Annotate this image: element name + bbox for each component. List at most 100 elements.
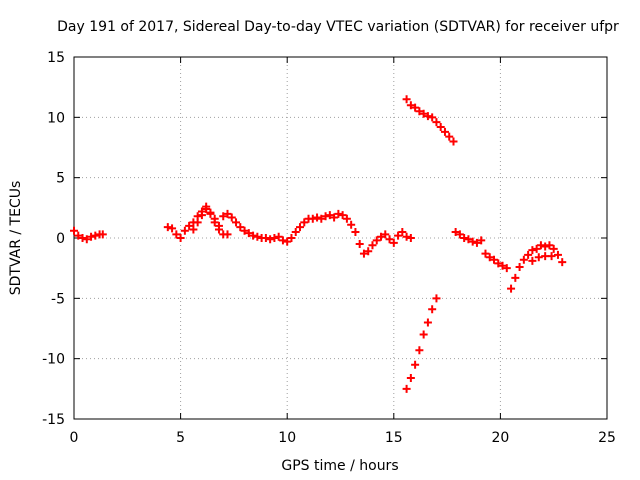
data-point	[455, 230, 464, 239]
data-point	[524, 250, 533, 259]
data-point	[449, 137, 458, 146]
data-point	[494, 259, 503, 268]
data-point	[334, 209, 343, 218]
x-tick-labels: 0 5 10 15 20 25	[70, 430, 616, 446]
data-point	[313, 213, 322, 222]
data-point	[428, 305, 437, 314]
y-axis-label: SDTVAR / TECUs	[8, 181, 24, 296]
data-point	[485, 253, 494, 262]
y-tick-label: -10	[42, 352, 65, 368]
data-point	[338, 211, 347, 220]
data-point	[219, 212, 228, 221]
data-point	[189, 225, 198, 234]
data-point	[342, 214, 351, 223]
data-point	[283, 237, 292, 246]
y-tick-label: -15	[42, 412, 65, 428]
data-point	[321, 212, 330, 221]
data-point	[317, 214, 326, 223]
data-point	[428, 113, 437, 122]
data-point	[300, 218, 309, 227]
data-point	[163, 223, 172, 232]
data-point	[70, 226, 78, 235]
data-point	[460, 234, 469, 242]
data-point	[423, 318, 432, 327]
data-point	[406, 234, 415, 242]
data-point	[287, 234, 296, 242]
data-point	[232, 218, 241, 227]
data-point	[227, 213, 236, 222]
data-point	[168, 224, 177, 233]
chart-title: Day 191 of 2017, Sidereal Day-to-day VTE…	[57, 19, 619, 35]
data-point	[368, 241, 377, 250]
data-points	[70, 95, 567, 393]
data-point	[402, 384, 411, 393]
data-point	[202, 205, 211, 214]
data-point	[451, 227, 460, 236]
data-point	[82, 235, 91, 244]
data-point	[507, 284, 516, 293]
data-point	[74, 231, 83, 240]
data-point	[541, 242, 550, 251]
data-point	[176, 234, 185, 242]
y-tick-labels: -15 -10 -5 0 5 10 15	[42, 50, 65, 428]
data-point	[411, 103, 420, 112]
data-point	[411, 360, 420, 369]
data-point	[330, 213, 339, 222]
data-point	[206, 208, 215, 217]
data-point	[481, 249, 490, 258]
data-point	[502, 264, 511, 273]
x-tick-label: 20	[491, 430, 509, 446]
data-point	[359, 249, 368, 258]
data-point	[432, 294, 441, 303]
y-tick-label: 0	[56, 231, 65, 247]
data-point	[415, 107, 424, 116]
y-tick-label: 5	[56, 171, 65, 187]
data-point	[490, 255, 499, 264]
data-point	[402, 232, 411, 241]
data-point	[193, 218, 202, 227]
data-point	[308, 214, 317, 223]
data-point	[295, 223, 304, 232]
data-point	[511, 273, 520, 282]
data-point	[445, 132, 454, 141]
data-point	[278, 236, 287, 245]
data-point	[385, 235, 394, 244]
data-point	[351, 227, 360, 236]
x-tick-label: 25	[598, 430, 616, 446]
data-point	[477, 236, 486, 245]
data-point	[253, 232, 262, 241]
data-point	[240, 226, 249, 235]
data-point	[266, 235, 275, 244]
data-point	[432, 118, 441, 127]
data-point	[223, 209, 232, 218]
data-point	[274, 232, 283, 241]
data-point	[515, 262, 524, 271]
data-point	[197, 211, 206, 220]
data-point	[172, 230, 181, 239]
data-point	[244, 229, 253, 238]
data-point	[536, 241, 545, 250]
x-tick-label: 5	[176, 430, 185, 446]
data-point	[91, 231, 100, 240]
data-point	[364, 247, 373, 256]
data-point	[325, 211, 334, 220]
data-point	[398, 227, 407, 236]
data-point	[214, 221, 223, 230]
data-point	[394, 231, 403, 240]
data-point	[532, 244, 541, 253]
data-point	[249, 231, 258, 240]
data-point	[402, 95, 411, 104]
data-point	[98, 230, 107, 239]
data-point	[472, 238, 481, 247]
data-point	[534, 253, 543, 262]
data-point	[372, 236, 381, 245]
data-point	[210, 214, 219, 223]
x-axis-label: GPS time / hours	[281, 458, 398, 474]
x-tick-label: 10	[278, 430, 296, 446]
x-tick-label: 15	[385, 430, 403, 446]
data-point	[406, 373, 415, 382]
data-point	[347, 220, 356, 229]
data-point	[423, 112, 432, 121]
